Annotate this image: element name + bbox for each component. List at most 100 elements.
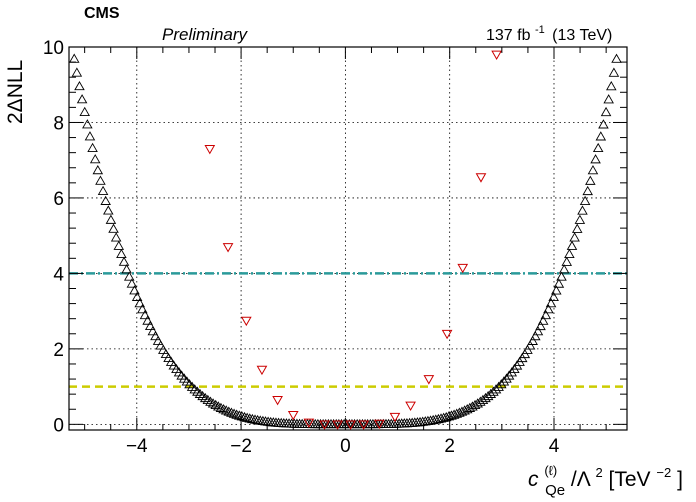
x-label-close: ] [677, 468, 683, 491]
down-triangle-marker [222, 243, 234, 253]
x-axis-label: c (ℓ) Qe /Λ 2 [TeV −2 ] [528, 457, 683, 500]
up-triangle-marker [134, 298, 146, 308]
up-triangle-marker [493, 381, 504, 391]
up-triangle-marker [456, 406, 468, 416]
down-triangle-marker [491, 50, 502, 61]
up-triangle-marker [571, 223, 583, 233]
down-triangle-marker [319, 420, 330, 430]
up-triangle-marker [247, 413, 258, 424]
up-triangle-marker [558, 264, 570, 274]
down-triangle-marker [358, 420, 370, 430]
up-triangle-marker [123, 271, 135, 281]
up-triangle-marker [92, 164, 104, 175]
up-triangle-marker [239, 411, 250, 422]
up-triangle-marker [202, 394, 214, 404]
x-label-subscript: Qe [545, 482, 565, 499]
down-triangle-marker [405, 401, 416, 411]
up-triangle-marker [579, 195, 591, 205]
up-triangle-marker [608, 67, 620, 77]
up-triangle-marker [155, 340, 166, 350]
up-triangle-marker [197, 390, 208, 401]
down-triangle-marker [423, 375, 435, 385]
status-label: Preliminary [162, 25, 249, 44]
y-tick-label: 2 [53, 340, 64, 361]
x-label-superscript: (ℓ) [544, 463, 557, 478]
down-triangle-marker [204, 145, 216, 155]
x-label-c: c [528, 468, 539, 491]
up-triangle-marker [532, 326, 544, 336]
likelihood-scan-series [68, 53, 622, 429]
up-triangle-marker [252, 414, 263, 425]
x-tick-label: −4 [126, 436, 148, 457]
down-triangle-marker [332, 420, 343, 430]
up-triangle-marker [74, 80, 85, 91]
up-triangle-marker [551, 285, 562, 295]
up-triangle-marker [205, 396, 216, 406]
up-triangle-marker [459, 405, 470, 415]
grid-lines [69, 47, 627, 430]
up-triangle-marker [113, 240, 125, 250]
up-triangle-marker [606, 81, 617, 91]
up-triangle-marker [469, 399, 481, 410]
up-triangle-marker [121, 264, 132, 274]
up-triangle-marker [527, 335, 538, 345]
y-tick-label: 0 [53, 415, 64, 436]
down-triangle-marker [475, 173, 487, 183]
up-triangle-marker [611, 53, 622, 63]
up-triangle-marker [524, 340, 536, 350]
up-triangle-marker [126, 278, 138, 288]
experiment-label: CMS [84, 5, 120, 22]
down-triangle-marker [256, 365, 268, 376]
luminosity-exponent: -1 [535, 24, 545, 36]
up-triangle-marker [488, 386, 499, 396]
x-tick-label: −2 [230, 436, 252, 457]
up-triangle-marker [116, 248, 127, 258]
up-triangle-marker [490, 384, 502, 394]
up-triangle-marker [540, 309, 552, 320]
up-triangle-marker [103, 205, 114, 215]
up-triangle-marker [564, 248, 575, 259]
down-triangle-marker [457, 263, 469, 274]
up-triangle-marker [566, 240, 578, 250]
up-triangle-marker [582, 185, 593, 196]
x-label-lambda: /Λ [571, 468, 591, 491]
up-triangle-marker [461, 404, 473, 414]
up-triangle-marker [139, 309, 151, 320]
up-triangle-marker [548, 291, 559, 301]
up-triangle-marker [495, 379, 507, 389]
up-triangle-marker [213, 401, 224, 411]
up-triangle-marker [553, 278, 565, 288]
up-triangle-marker [590, 154, 601, 164]
up-triangle-marker [215, 402, 227, 412]
up-triangle-marker [545, 298, 557, 308]
up-triangle-marker [501, 373, 512, 383]
up-triangle-marker [97, 185, 109, 196]
up-triangle-marker [603, 94, 614, 104]
down-triangle-marker [345, 420, 356, 430]
x-label-square: 2 [595, 465, 602, 480]
up-triangle-marker [226, 407, 237, 417]
up-triangle-marker [152, 335, 164, 345]
y-axis-ticks: 0 2 4 6 8 10 [43, 38, 627, 436]
plot-border [68, 46, 628, 431]
up-triangle-marker [236, 411, 248, 421]
down-triangle-marker [373, 419, 385, 430]
up-triangle-marker [537, 315, 549, 325]
up-triangle-marker [189, 384, 201, 394]
up-triangle-marker [199, 392, 211, 403]
down-triangle-marker [240, 316, 252, 327]
up-triangle-marker [498, 376, 510, 386]
up-triangle-marker [577, 205, 588, 215]
luminosity-label: 137 fb -1 (13 TeV) [486, 20, 612, 44]
up-triangle-marker [110, 232, 122, 242]
up-triangle-marker [587, 165, 599, 175]
up-triangle-marker [82, 119, 93, 129]
up-triangle-marker [142, 315, 153, 325]
up-triangle-marker [71, 67, 83, 77]
x-tick-label: 4 [549, 436, 560, 457]
down-triangle-marker [441, 329, 453, 340]
up-triangle-marker [76, 94, 88, 104]
up-triangle-marker [574, 214, 586, 224]
up-triangle-marker [79, 106, 90, 117]
